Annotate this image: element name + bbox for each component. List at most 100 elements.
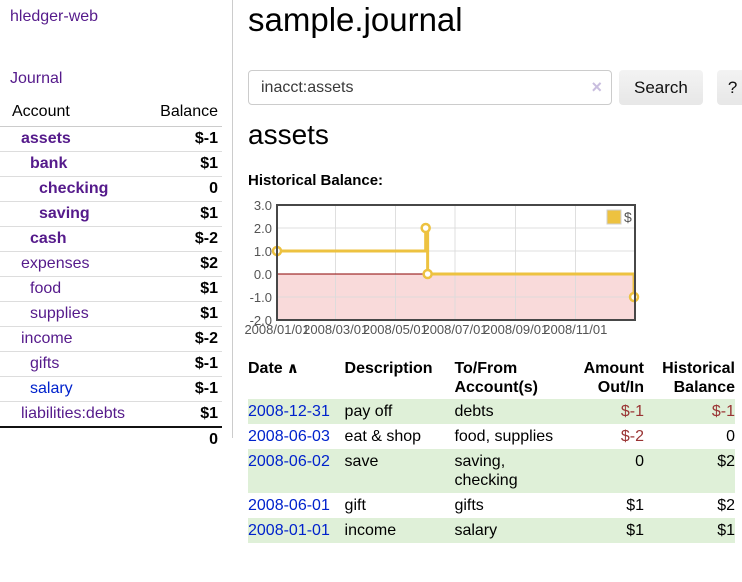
clear-search-icon[interactable]: × [591,77,602,97]
legend-swatch [606,209,622,225]
txn-amount: $-2 [620,428,644,445]
sidebar-account-supplies[interactable]: supplies [30,305,89,322]
sidebar-account-income[interactable]: income [21,330,73,347]
txn-description: gift [344,497,366,514]
x-axis-tick-label: 2008/03/01 [303,322,368,337]
account-row: expenses $2 [0,251,222,277]
account-row: gifts $-1 [0,351,222,377]
help-button[interactable]: ? [716,70,742,105]
y-axis-tick-label: 0.0 [254,267,272,282]
sidebar-account-bank[interactable]: bank [30,155,68,172]
transactions-table: Date ∧ Description To/From Account(s) Amount… [248,357,735,543]
account-row: salary $-1 [0,376,222,402]
transaction-row: 2008-01-01 income salary $1 $1 [248,518,735,543]
txn-amount: $-1 [620,403,644,420]
txn-header-date[interactable]: Date ∧ [248,360,299,377]
txn-date-link[interactable]: 2008-12-31 [248,399,345,424]
search-input[interactable] [248,70,612,105]
txn-balance: $2 [717,453,735,470]
plot-border [276,204,636,321]
x-axis-tick-label: 2008/05/01 [363,322,428,337]
account-balance: $-2 [140,226,222,252]
txn-header-description: Description [344,360,433,377]
txn-amount: 0 [635,453,644,470]
txn-accounts: gifts [454,497,484,514]
account-balance: $1 [140,401,222,427]
account-tree-table: Account Balance assets $-1 bank $1 checking 0… [0,100,222,452]
txn-date-link[interactable]: 2008-12-31 [248,403,330,420]
x-axis-tick-label: 2008/09/01 [483,322,548,337]
account-row: saving $1 [0,201,222,227]
account-balance: $2 [140,251,222,277]
chart-marker [420,222,431,234]
account-cell: liabilities:debts [0,401,141,427]
account-cell: supplies [0,301,141,327]
account-row: liabilities:debts $1 [0,401,222,427]
y-axis-tick-label: 2.0 [254,221,272,236]
account-balance: $1 [140,151,222,177]
total-label [0,426,141,452]
txn-date-link[interactable]: 2008-06-02 [248,449,345,493]
balance-chart-svg: $3.0 2.0 1.0 0.0 -1.0 -2.02008/01/012008/03/0… [244,198,640,337]
account-row: food $1 [0,276,222,302]
historical-balance-chart: $3.0 2.0 1.0 0.0 -1.0 -2.0 2008/01/01 2008/03/0… [244,198,644,340]
txn-date-link[interactable]: 2008-06-03 [248,428,330,445]
sidebar-account-expenses[interactable]: expenses [21,255,90,272]
search-input-wrap: × [248,70,612,105]
y-axis-tick-label: 3.0 [254,198,272,213]
sidebar-account-checking[interactable]: checking [39,180,109,197]
txn-accounts: food, supplies [454,428,554,445]
txn-date-link[interactable]: 2008-06-01 [248,493,345,518]
search-button[interactable]: Search [619,70,703,105]
account-balance: 0 [140,176,222,202]
account-balance: $-1 [194,130,218,147]
account-balance: $-2 [140,326,222,352]
account-balance: $1 [140,301,222,327]
sidebar-account-saving[interactable]: saving [39,205,90,222]
account-tree-header-row: Account Balance [0,100,222,127]
txn-date-link[interactable]: 2008-06-03 [248,424,345,449]
x-axis-tick-label: 2008/07/01 [422,322,487,337]
txn-balance: $-1 [711,403,735,420]
sidebar-account-food[interactable]: food [30,280,62,297]
transaction-row: 2008-06-02 save saving, checking 0 $2 [248,449,735,493]
search-form: × Search ? [248,70,742,105]
account-cell: gifts [0,351,141,377]
transaction-row: 2008-06-01 gift gifts $1 $2 [248,493,735,518]
chart-title: Historical Balance: [248,172,384,189]
account-row: assets $-1 [0,127,222,152]
txn-accounts: debts [454,403,494,420]
account-balance: $-1 [140,376,222,402]
txn-header-historical-balance: Historical Balance [662,360,735,396]
sidebar-account-gifts[interactable]: gifts [30,355,60,372]
sidebar-account-assets[interactable]: assets [21,130,71,147]
transaction-row: 2008-06-03 eat & shop food, supplies $-2 0 [248,424,735,449]
account-row: supplies $1 [0,301,222,327]
txn-description: eat & shop [344,428,422,445]
account-cell: food [0,276,141,302]
account-row: cash $-2 [0,226,222,252]
sidebar-account-liabilities-debts[interactable]: liabilities:debts [21,405,126,422]
transaction-row: 2008-12-31 pay off debts $-1 $-1 [248,399,735,424]
txn-date-link[interactable]: 2008-01-01 [248,522,330,539]
nav-journal-link[interactable]: Journal [10,70,63,87]
txn-amount: $1 [626,497,644,514]
account-balance: $1 [140,276,222,302]
legend-label: $ [624,209,632,225]
page-title: sample.journal [248,1,463,38]
txn-balance: $2 [717,497,735,514]
txn-date-link[interactable]: 2008-01-01 [248,518,345,543]
txn-header-amount-out-in: Amount Out/In [583,360,644,396]
app-title-link[interactable]: hledger-web [10,8,99,25]
sort-ascending-icon[interactable]: ∧ [286,360,299,377]
account-heading: assets [248,119,329,150]
sidebar-account-salary[interactable]: salary [30,380,73,397]
account-cell: bank [0,151,141,177]
account-row: income $-2 [0,326,222,352]
txn-header-to-from-account-s-: To/From Account(s) [454,360,538,396]
txn-date-link[interactable]: 2008-06-01 [248,497,330,514]
sidebar-account-cash[interactable]: cash [30,230,67,247]
txn-date-link[interactable]: 2008-06-02 [248,453,330,470]
account-cell: income [0,326,141,352]
account-cell: saving [0,201,141,227]
